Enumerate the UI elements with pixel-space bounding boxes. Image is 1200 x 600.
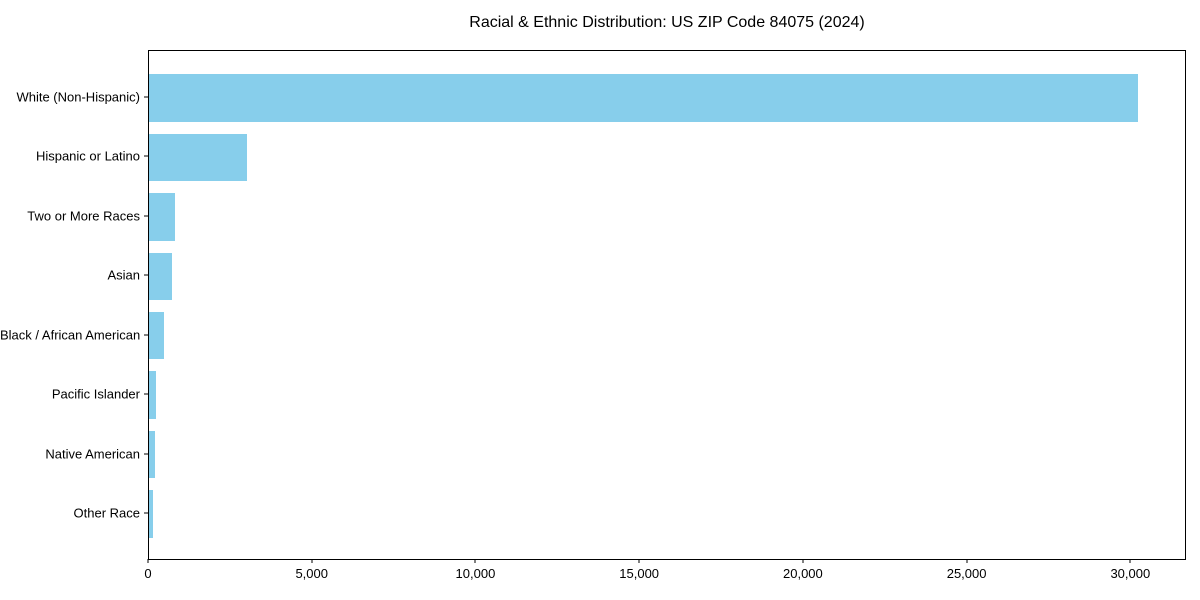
- bar: [149, 252, 172, 301]
- x-tick-label: 25,000: [946, 566, 987, 581]
- chart-title: Racial & Ethnic Distribution: US ZIP Cod…: [469, 14, 865, 31]
- bar: [149, 311, 164, 360]
- x-tick-label: 0: [144, 566, 152, 581]
- bar: [149, 133, 248, 182]
- x-tick-mark: [311, 559, 313, 563]
- y-tick-label: Black / African American: [0, 327, 141, 343]
- x-tick-mark: [966, 559, 968, 563]
- x-tick-label: 20,000: [782, 566, 823, 581]
- bar: [149, 74, 1138, 122]
- y-tick-mark: [144, 155, 148, 157]
- y-tick-mark: [144, 274, 148, 276]
- y-tick-mark: [144, 512, 148, 514]
- y-tick-mark: [144, 96, 148, 98]
- y-tick-label: White (Non-Hispanic): [16, 89, 140, 105]
- y-tick-label: Other Race: [73, 505, 140, 521]
- x-tick-mark: [1129, 559, 1131, 563]
- x-tick-mark: [638, 559, 640, 563]
- x-tick-label: 10,000: [455, 566, 496, 581]
- bar: [149, 371, 156, 419]
- y-tick-label: Two or More Races: [27, 208, 140, 224]
- bar: [149, 490, 154, 538]
- x-tick-mark: [147, 559, 149, 563]
- y-tick-label: Asian: [107, 267, 140, 283]
- y-tick-mark: [144, 215, 148, 217]
- y-tick-mark: [144, 393, 148, 395]
- y-tick-label: Pacific Islander: [51, 386, 140, 402]
- bar: [149, 430, 155, 479]
- x-tick-label: 30,000: [1110, 566, 1151, 581]
- y-tick-label: Native American: [45, 446, 140, 462]
- bar: [149, 193, 176, 241]
- y-tick-mark: [144, 453, 148, 455]
- y-tick-mark: [144, 334, 148, 336]
- plot-area: [148, 50, 1186, 560]
- y-tick-label: Hispanic or Latino: [35, 148, 140, 164]
- x-tick-label: 5,000: [295, 566, 328, 581]
- x-tick-label: 15,000: [619, 566, 660, 581]
- x-tick-mark: [802, 559, 804, 563]
- x-tick-mark: [474, 559, 476, 563]
